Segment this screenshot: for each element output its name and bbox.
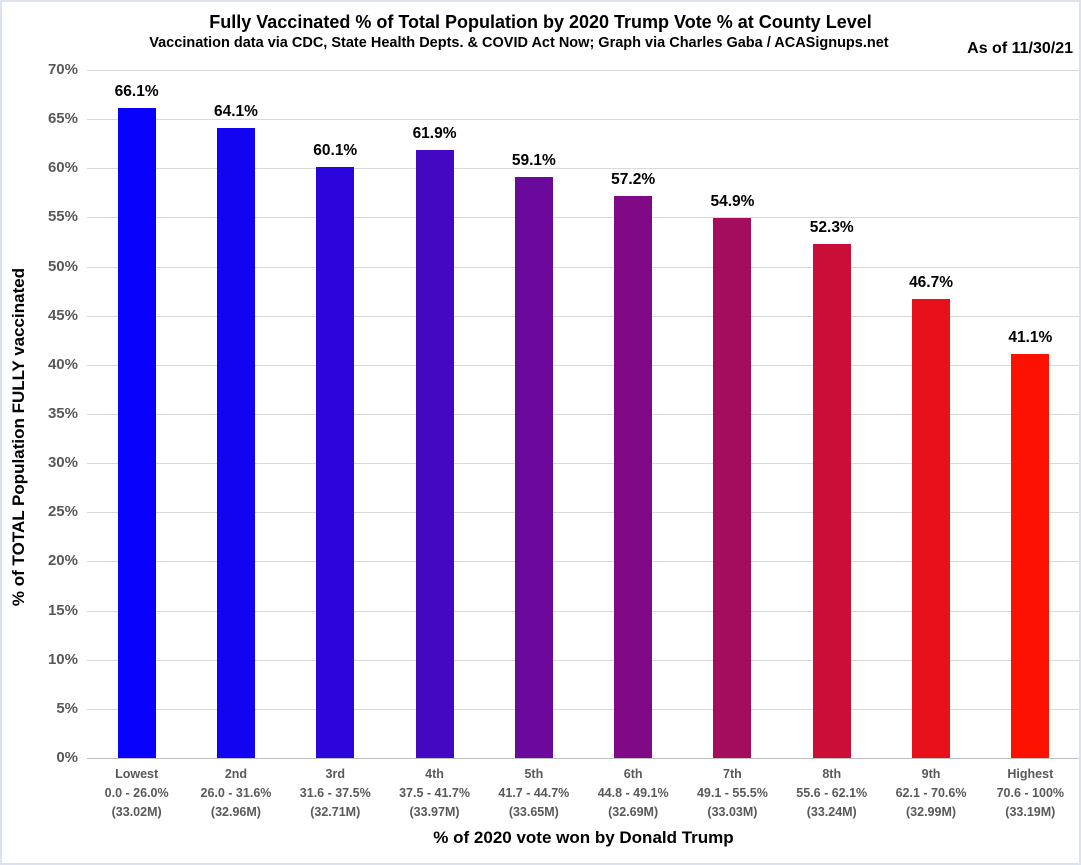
gridline-40 bbox=[87, 364, 1079, 366]
bar-value-label-8th: 52.3% bbox=[809, 218, 854, 236]
y-tick-label-35: 35% bbox=[47, 405, 78, 422]
x-category-4th: 4th 37.5 - 41.7% (33.97M) bbox=[385, 765, 484, 822]
gridline-15 bbox=[87, 610, 1079, 612]
x-category-range: 31.6 - 37.5% bbox=[299, 786, 371, 800]
x-category-name: Lowest bbox=[115, 767, 159, 781]
gridline-45 bbox=[87, 315, 1079, 317]
y-tick-label-60: 60% bbox=[47, 159, 78, 177]
x-category-name: 4th bbox=[425, 767, 444, 781]
chart-subtitle: Vaccination data via CDC, State Health D… bbox=[149, 35, 889, 51]
x-category-9th: 9th 62.1 - 70.6% (32.99M) bbox=[881, 765, 980, 822]
gridline-35 bbox=[87, 414, 1079, 415]
x-category-range: 37.5 - 41.7% bbox=[399, 786, 470, 800]
bar-value-label-6th: 57.2% bbox=[611, 170, 656, 188]
y-tick-label-5: 5% bbox=[56, 699, 78, 717]
gridline-50 bbox=[87, 266, 1079, 268]
x-category-population: (33.24M) bbox=[806, 805, 857, 819]
bar-9th bbox=[912, 299, 951, 758]
y-tick-label-40: 40% bbox=[47, 355, 78, 373]
x-category-3rd: 3rd 31.6 - 37.5% (32.71M) bbox=[286, 765, 385, 822]
gridline-10 bbox=[87, 659, 1079, 661]
bar-3rd bbox=[316, 167, 355, 758]
bar-7th bbox=[713, 218, 752, 758]
gridline-20 bbox=[87, 561, 1079, 563]
y-tick-label-25: 25% bbox=[47, 503, 78, 521]
gridline-60 bbox=[87, 168, 1079, 170]
y-tick-label-70: 70% bbox=[47, 61, 78, 78]
bar-value-label-lowest: 66.1% bbox=[114, 83, 159, 101]
x-category-population: (33.97M) bbox=[409, 805, 460, 819]
x-category-name: 9th bbox=[921, 767, 941, 781]
x-category-highest: Highest 70.6 - 100% (33.19M) bbox=[981, 765, 1079, 822]
x-category-range: 0.0 - 26.0% bbox=[104, 786, 169, 800]
x-category-5th: 5th 41.7 - 44.7% (33.65M) bbox=[484, 765, 583, 822]
x-category-range: 70.6 - 100% bbox=[996, 786, 1065, 800]
y-tick-label-45: 45% bbox=[47, 306, 78, 324]
bar-value-label-5th: 59.1% bbox=[511, 152, 556, 170]
x-category-labels: Lowest 0.0 - 26.0% (33.02M) 2nd 26.0 - 31.6%… bbox=[87, 765, 1079, 822]
bar-lowest bbox=[117, 108, 156, 758]
bar-2nd bbox=[216, 128, 255, 758]
x-category-population: (33.65M) bbox=[508, 805, 559, 819]
gridline-65 bbox=[87, 119, 1079, 121]
gridline-5 bbox=[87, 708, 1079, 710]
x-category-name: 5th bbox=[524, 767, 544, 781]
x-category-name: 3rd bbox=[325, 767, 345, 781]
bar-value-label-2nd: 64.1% bbox=[213, 102, 258, 120]
x-category-name: 6th bbox=[623, 767, 643, 781]
x-category-7th: 7th 49.1 - 55.5% (33.03M) bbox=[683, 765, 782, 822]
x-category-population: (32.71M) bbox=[310, 805, 361, 819]
bar-value-label-3rd: 60.1% bbox=[313, 142, 358, 160]
as-of-date-label: As of 11/30/21 bbox=[967, 40, 1073, 57]
y-tick-label-10: 10% bbox=[47, 650, 78, 668]
x-category-range: 62.1 - 70.6% bbox=[895, 786, 967, 800]
y-tick-label-50: 50% bbox=[47, 257, 78, 275]
bar-value-label-highest: 41.1% bbox=[1008, 329, 1053, 347]
y-axis-title: % of TOTAL Population FULLY vaccinated bbox=[9, 267, 28, 607]
x-category-range: 44.8 - 49.1% bbox=[597, 786, 669, 800]
x-category-range: 49.1 - 55.5% bbox=[696, 786, 768, 800]
x-category-population: (33.03M) bbox=[707, 805, 758, 819]
x-category-population: (33.02M) bbox=[111, 805, 162, 819]
y-tick-label-15: 15% bbox=[47, 601, 78, 619]
bar-value-label-4th: 61.9% bbox=[412, 124, 457, 142]
x-category-name: 8th bbox=[822, 767, 842, 781]
bar-highest bbox=[1011, 354, 1050, 758]
bar-value-label-7th: 54.9% bbox=[710, 193, 755, 211]
x-category-name: 7th bbox=[723, 767, 742, 781]
y-tick-label-30: 30% bbox=[47, 454, 78, 472]
x-category-population: (32.69M) bbox=[608, 805, 659, 819]
plot-area: 0% 5% 10% 15% 20% 25% 30% 35% 40% 45% 50% 55% 60% 65%… bbox=[48, 61, 1079, 766]
x-category-range: 55.6 - 62.1% bbox=[796, 786, 868, 800]
x-category-8th: 8th 55.6 - 62.1% (33.24M) bbox=[782, 765, 881, 822]
x-category-population: (32.96M) bbox=[210, 805, 261, 819]
bar-8th bbox=[812, 243, 851, 758]
x-category-6th: 6th 44.8 - 49.1% (32.69M) bbox=[583, 765, 682, 822]
x-category-lowest: Lowest 0.0 - 26.0% (33.02M) bbox=[87, 765, 186, 822]
gridline-0 bbox=[87, 758, 1079, 759]
y-tick-label-0: 0% bbox=[56, 749, 78, 766]
bar-4th bbox=[415, 149, 454, 758]
gridline-70 bbox=[87, 70, 1079, 71]
bar-value-label-9th: 46.7% bbox=[909, 274, 954, 291]
x-category-population: (33.19M) bbox=[1005, 805, 1056, 819]
gridline-55 bbox=[87, 217, 1079, 219]
x-category-2nd: 2nd 26.0 - 31.6% (32.96M) bbox=[186, 765, 285, 822]
x-category-population: (32.99M) bbox=[906, 805, 957, 819]
y-tick-label-65: 65% bbox=[47, 110, 78, 128]
bar-5th bbox=[514, 177, 553, 758]
gridline-30 bbox=[87, 463, 1079, 465]
bar-6th bbox=[614, 195, 653, 758]
x-axis-title: % of 2020 vote won by Donald Trump bbox=[433, 828, 734, 847]
y-tick-label-20: 20% bbox=[47, 552, 78, 570]
chart-title: Fully Vaccinated % of Total Population b… bbox=[209, 12, 872, 32]
x-category-range: 26.0 - 31.6% bbox=[200, 786, 272, 800]
x-category-range: 41.7 - 44.7% bbox=[498, 786, 570, 800]
x-category-name: Highest bbox=[1007, 767, 1054, 781]
x-category-name: 2nd bbox=[224, 767, 248, 781]
y-tick-label-55: 55% bbox=[47, 208, 78, 226]
gridline-25 bbox=[87, 512, 1079, 514]
